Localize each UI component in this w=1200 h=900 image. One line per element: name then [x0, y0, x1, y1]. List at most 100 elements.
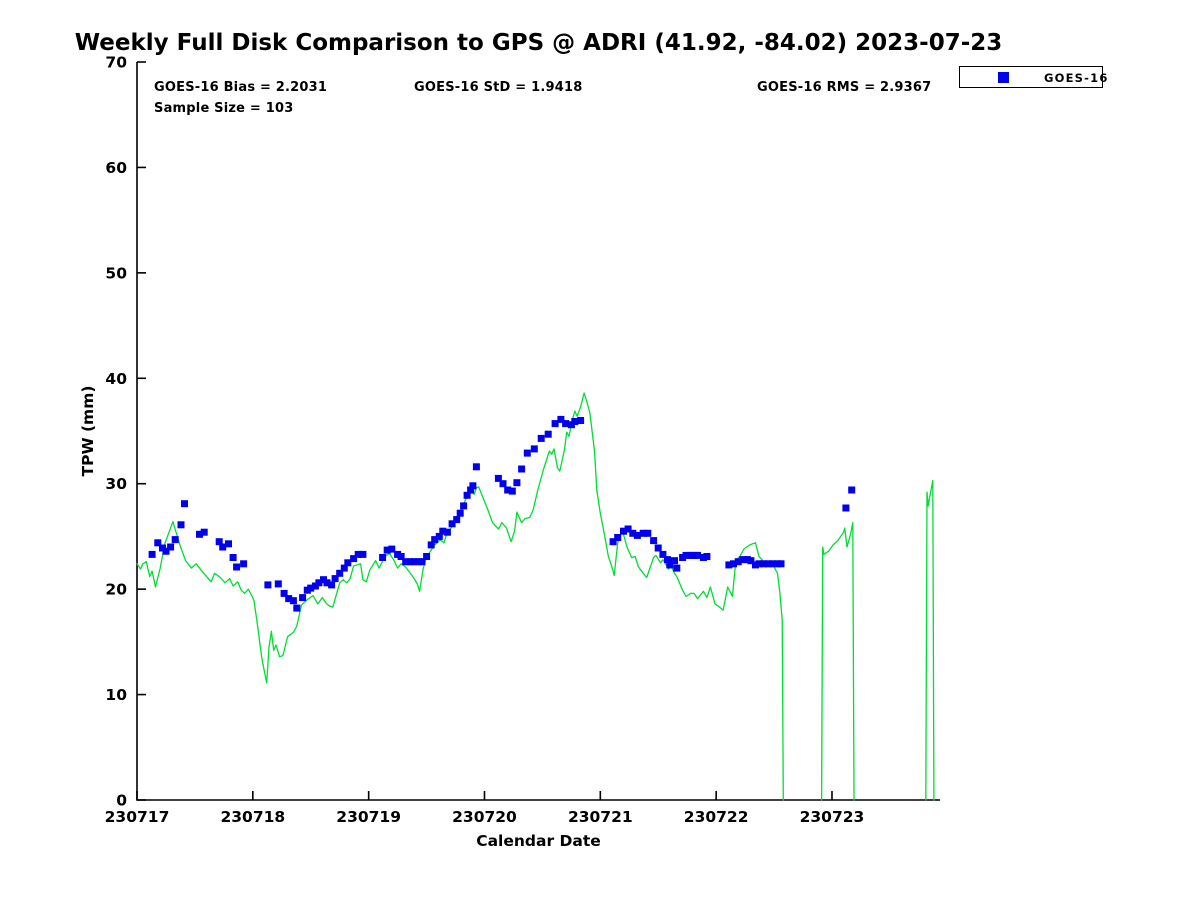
goes16-marker [323, 579, 331, 587]
goes16-marker [331, 575, 339, 583]
goes16-marker [307, 584, 315, 592]
x-tick-label: 230721 [568, 808, 633, 826]
goes16-marker [443, 528, 451, 536]
goes16-marker [650, 537, 658, 545]
gps-line-segment [136, 392, 784, 801]
y-tick-label: 60 [105, 159, 127, 177]
goes16-marker [431, 536, 439, 544]
goes16-marker [659, 550, 667, 558]
goes16-marker [336, 569, 344, 577]
goes16-marker [777, 560, 785, 568]
goes16-marker [747, 557, 755, 565]
goes16-marker [537, 434, 545, 442]
goes16-marker [456, 509, 464, 517]
y-tick-label: 30 [105, 475, 127, 493]
goes16-marker [571, 418, 579, 425]
y-axis: 0 10 20 30 40 50 60 70 [105, 54, 146, 810]
goes16-marker [682, 551, 690, 559]
goes16-marker [624, 525, 632, 533]
goes16-marker [562, 420, 570, 428]
y-tick-label: 40 [105, 370, 127, 388]
goes16-marker [673, 564, 681, 572]
goes16-marker [340, 564, 348, 572]
goes16-marker [499, 480, 507, 488]
goes16-marker [551, 420, 559, 428]
x-tick-label: 230717 [105, 808, 170, 826]
goes16-marker [518, 465, 526, 473]
goes16-marker [177, 521, 185, 529]
stat-std: GOES-16 StD = 1.9418 [414, 80, 583, 95]
x-axis: 230717 230718 230719 230720 230721 230722 2307… [105, 791, 864, 826]
y-tick-label: 70 [105, 54, 127, 72]
y-tick-label: 50 [105, 264, 127, 282]
goes16-marker [359, 550, 367, 558]
chart-title: Weekly Full Disk Comparison to GPS @ ADR… [74, 30, 1003, 56]
goes16-marker [344, 559, 352, 567]
goes16-marker [219, 543, 227, 551]
goes16-marker [504, 486, 512, 494]
goes16-marker [397, 553, 405, 560]
goes16-marker [639, 529, 647, 537]
goes16-marker [427, 541, 435, 549]
goes16-marker [629, 529, 637, 537]
goes16-marker [513, 479, 521, 487]
x-tick-label: 230719 [336, 808, 401, 826]
goes16-marker [233, 563, 241, 571]
goes16-marker [293, 604, 301, 612]
goes16-marker [557, 415, 565, 423]
goes16-marker [508, 487, 516, 495]
goes16-marker [644, 529, 652, 537]
goes16-marker [225, 540, 232, 548]
goes16-marker [703, 553, 711, 560]
goes16-marker [410, 558, 418, 566]
goes16-marker [609, 538, 617, 546]
goes16-marker [469, 482, 477, 490]
y-axis-label: TPW (mm) [79, 385, 97, 477]
goes16-marker [460, 502, 468, 510]
gps-line-segment [925, 479, 935, 801]
goes16-marker [755, 560, 763, 568]
goes16-marker [299, 594, 307, 602]
goes16-marker [463, 491, 471, 499]
goes16-marker [354, 550, 362, 558]
goes16-marker [171, 536, 179, 544]
goes16-marker [274, 580, 282, 588]
goes16-marker [614, 534, 622, 541]
goes16-marker [315, 579, 323, 587]
goes16-marker [448, 520, 456, 528]
x-tick-label: 230718 [220, 808, 285, 826]
goes16-marker [200, 528, 208, 536]
goes16-marker [544, 430, 552, 438]
goes16-marker [530, 445, 538, 453]
goes16-marker [215, 538, 223, 546]
gps-line [136, 392, 935, 801]
goes16-marker [769, 560, 777, 568]
goes16-marker [383, 546, 391, 554]
legend-label-goes16: GOES-16 [1044, 71, 1109, 85]
goes16-marker [388, 545, 396, 553]
stat-sample-size: Sample Size = 103 [154, 101, 294, 116]
goes16-marker [620, 527, 627, 535]
goes16-marker [453, 516, 461, 524]
stat-rms: GOES-16 RMS = 2.9367 [757, 80, 932, 95]
y-tick-label: 0 [116, 792, 127, 810]
goes16-marker [472, 463, 480, 471]
goes16-markers [148, 415, 856, 612]
goes16-marker [435, 532, 443, 540]
gps-line-segment [820, 522, 855, 801]
y-tick-label: 20 [105, 581, 127, 599]
goes16-marker [523, 449, 531, 457]
goes16-marker [162, 547, 170, 555]
x-axis-label: Calendar Date [476, 832, 601, 850]
goes16-marker [467, 486, 475, 494]
goes16-marker [328, 581, 336, 589]
goes16-marker [666, 561, 674, 569]
goes16-marker [671, 557, 678, 565]
goes16-marker [181, 500, 188, 508]
goes16-marker [240, 560, 248, 568]
goes16-marker [285, 595, 293, 603]
goes16-marker [725, 561, 733, 569]
goes16-marker [154, 539, 162, 547]
goes16-marker [664, 556, 671, 564]
